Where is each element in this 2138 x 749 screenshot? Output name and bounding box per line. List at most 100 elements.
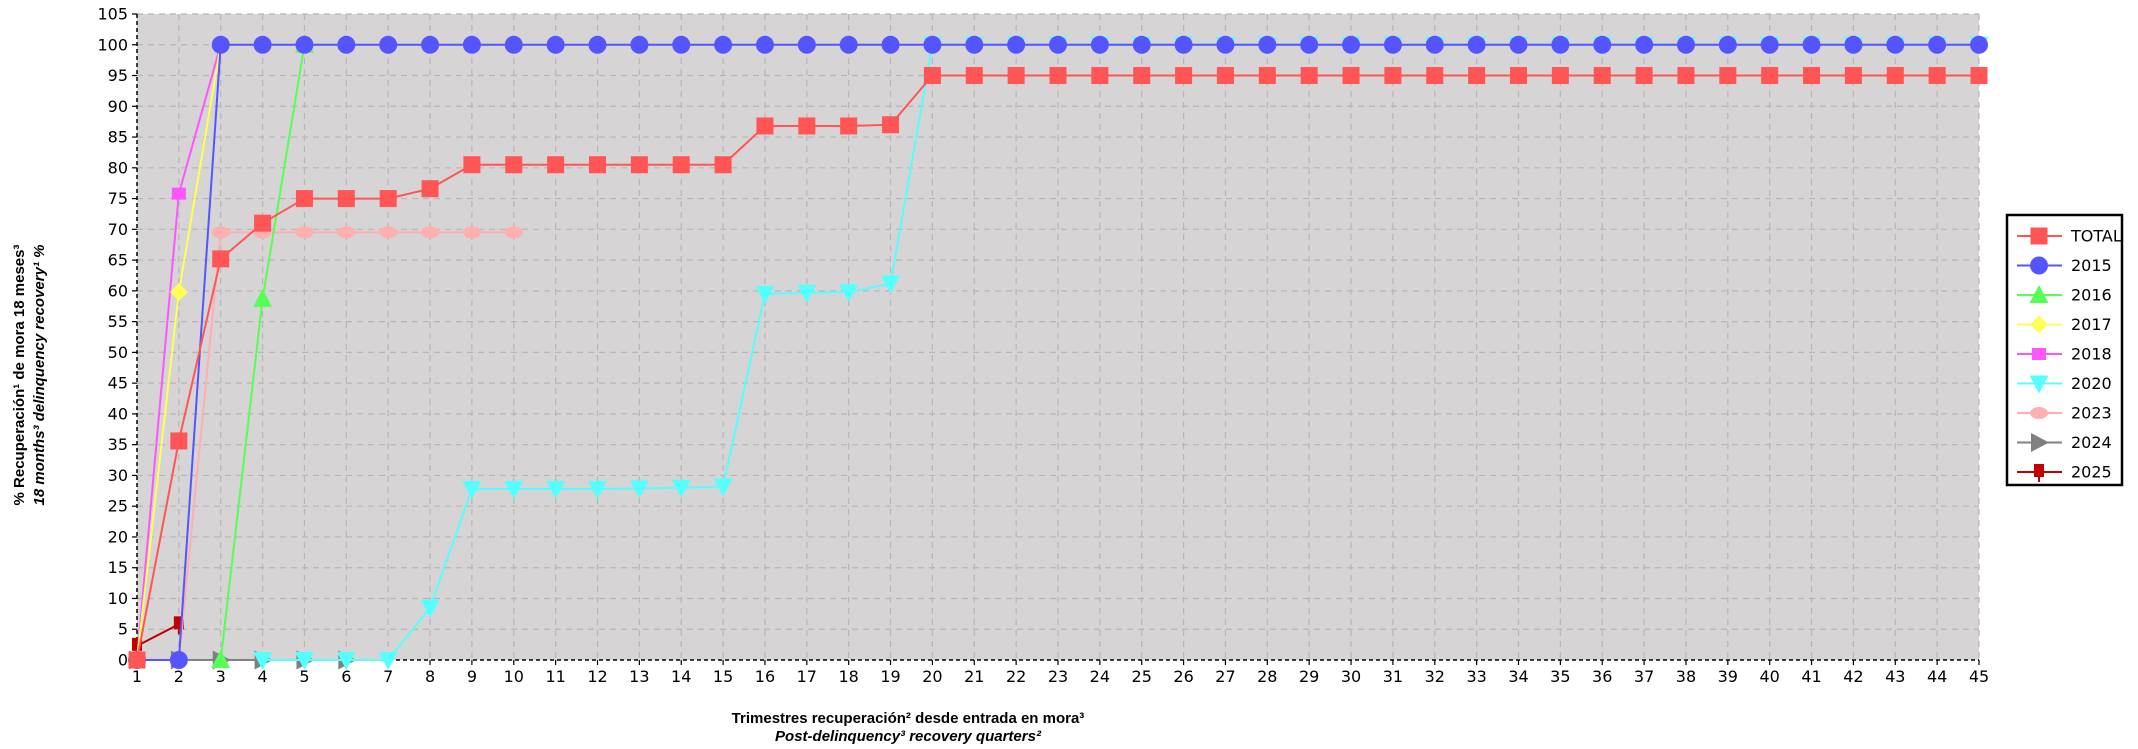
data-point-total (1468, 67, 1486, 85)
data-point-total (589, 156, 606, 174)
x-tick-label: 25 (1132, 667, 1152, 686)
series-line-2025 (136, 623, 180, 647)
data-point-total (212, 250, 230, 268)
legend-label: 2023 (2071, 404, 2112, 423)
legend-label: 2017 (2071, 315, 2112, 334)
legend-swatch-marker (2030, 227, 2048, 245)
data-point-total (1593, 67, 1611, 85)
x-tick-label: 7 (383, 667, 393, 686)
data-point-total (923, 67, 941, 85)
y-tick-label: 95 (108, 66, 128, 85)
data-point-2015 (755, 35, 774, 54)
y-tick-label: 85 (108, 128, 128, 147)
legend-item-2024: 2024 (2017, 433, 2112, 452)
data-point-2015 (1007, 35, 1026, 54)
legend-label: 2025 (2071, 463, 2112, 482)
y-tick-label: 100 (97, 35, 128, 54)
x-tick-label: 1 (132, 667, 142, 686)
data-point-total (254, 214, 272, 232)
data-point-2015 (1676, 35, 1695, 54)
x-tick-label: 24 (1090, 667, 1110, 686)
data-point-total (1761, 67, 1779, 85)
data-point-2015 (797, 35, 816, 54)
data-point-total (1426, 67, 1444, 85)
data-point-2015 (1635, 35, 1654, 54)
data-point-2015 (965, 35, 984, 54)
data-point-total (630, 156, 648, 174)
data-point-total (798, 117, 816, 135)
data-point-2023 (379, 226, 398, 239)
y-tick-label: 80 (108, 158, 128, 177)
x-tick-label: 3 (216, 667, 226, 686)
y-tick-label: 55 (108, 312, 128, 331)
data-point-total (1886, 67, 1904, 85)
data-point-2015 (588, 35, 607, 54)
data-point-total (882, 116, 900, 134)
y-tick-label: 30 (108, 466, 128, 485)
data-point-2015 (1383, 35, 1402, 54)
data-point-2020 (294, 652, 314, 670)
data-point-2020 (588, 480, 607, 499)
axes (132, 13, 1980, 665)
legend-item-2017: 2017 (2017, 315, 2112, 334)
data-point-total (1677, 67, 1695, 85)
y-tick-label: 10 (108, 589, 128, 608)
legend-swatch-marker (2030, 315, 2048, 334)
x-tick-label: 13 (629, 667, 649, 686)
y-axis-title-en: 18 months³ delinquency recovery¹ % (31, 245, 48, 506)
x-tick-label: 9 (467, 667, 477, 686)
data-point-total (1175, 67, 1193, 85)
data-point-total (840, 117, 858, 135)
y-tick-label: 20 (108, 527, 128, 546)
x-tick-label: 19 (880, 667, 900, 686)
x-tick-label: 30 (1341, 667, 1361, 686)
data-point-2023 (211, 226, 230, 239)
data-point-total (1803, 67, 1821, 85)
data-point-2015 (1886, 35, 1905, 54)
x-tick-label: 43 (1885, 667, 1905, 686)
y-tick-label: 40 (108, 404, 128, 423)
x-tick-label: 37 (1634, 667, 1654, 686)
legend-label: 2020 (2071, 374, 2112, 393)
data-point-total (1719, 67, 1737, 85)
data-point-2015 (1718, 35, 1737, 54)
data-point-2023 (504, 226, 523, 239)
data-point-2015 (714, 35, 733, 54)
data-point-2015 (1425, 35, 1444, 54)
legend-item-2015: 2015 (2017, 256, 2112, 275)
data-point-2023 (337, 226, 356, 239)
legend-label: 2016 (2071, 286, 2112, 305)
data-point-2015 (1342, 35, 1361, 54)
legend-label: 2015 (2071, 256, 2112, 275)
x-axis-title: Trimestres recuperación² desde entrada e… (732, 710, 1085, 727)
legend-swatch-marker (2029, 285, 2049, 303)
legend-swatch-marker (2031, 433, 2049, 452)
series-total (128, 67, 1988, 669)
data-point-2015 (1802, 35, 1821, 54)
tick-labels: 0510152025303540455055606570758085909510… (97, 5, 1989, 687)
x-tick-label: 39 (1718, 667, 1738, 686)
x-tick-label: 21 (964, 667, 984, 686)
data-point-2015 (1970, 35, 1988, 54)
y-tick-label: 75 (108, 189, 128, 208)
x-tick-label: 29 (1299, 667, 1319, 686)
data-point-total (1091, 67, 1109, 85)
data-point-2015 (923, 35, 942, 54)
data-point-2015 (881, 35, 900, 54)
data-point-2015 (1216, 35, 1235, 54)
data-point-total (463, 156, 481, 174)
data-point-2015 (1300, 35, 1319, 54)
data-point-total (1928, 67, 1946, 85)
legend-item-total: TOTAL (2017, 227, 2122, 246)
data-point-total (505, 156, 523, 174)
y-tick-label: 45 (108, 374, 128, 393)
x-tick-label: 38 (1676, 667, 1696, 686)
x-tick-label: 32 (1425, 667, 1445, 686)
x-tick-label: 11 (545, 667, 565, 686)
x-tick-label: 16 (755, 667, 775, 686)
data-point-total (1342, 67, 1360, 85)
data-point-2015 (1928, 35, 1947, 54)
data-point-2015 (211, 35, 230, 54)
y-tick-label: 90 (108, 97, 128, 116)
